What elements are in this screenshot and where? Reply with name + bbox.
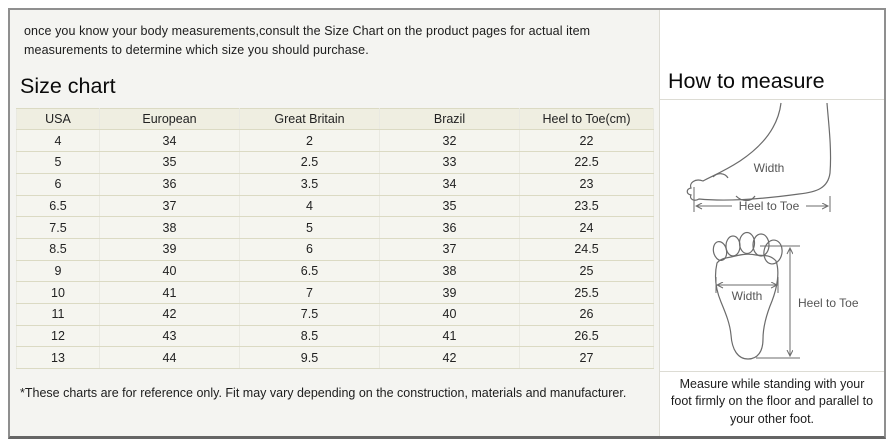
how-to-measure-header: How to measure — [660, 10, 884, 100]
table-cell: 10 — [16, 281, 100, 304]
foot-top-view-icon — [712, 231, 800, 360]
table-cell: 36 — [379, 216, 520, 239]
table-cell: 38 — [379, 259, 520, 283]
table-row: 12 43 8.5 41 26.5 — [16, 324, 654, 348]
table-cell: 9.5 — [239, 346, 380, 369]
table-row: 9 40 6.5 38 25 — [16, 259, 654, 283]
table-cell: 27 — [519, 346, 654, 369]
table-cell: 24.5 — [519, 237, 654, 261]
table-row: 8.5 39 6 37 24.5 — [16, 237, 654, 261]
table-cell: 34 — [99, 129, 240, 153]
side-width-label: Width — [754, 161, 785, 175]
table-cell: 6 — [239, 237, 380, 261]
table-cell: 23.5 — [519, 194, 654, 218]
table-cell: 7.5 — [239, 302, 380, 326]
table-cell: 35 — [99, 151, 240, 174]
size-guide-panel: once you know your body measurements,con… — [8, 8, 886, 439]
table-header-cell: USA — [16, 107, 100, 131]
table-cell: 2 — [239, 129, 380, 153]
size-table-body: 4 34 2 32 22 5 35 2.5 33 22.5 6 36 3.5 34 23 6.5 37 4 35 23… — [16, 129, 654, 369]
table-cell: 5 — [239, 216, 380, 239]
table-row: 13 44 9.5 42 27 — [16, 346, 654, 369]
table-cell: 41 — [99, 281, 240, 304]
table-cell: 32 — [379, 129, 520, 153]
table-cell: 5 — [16, 151, 100, 174]
table-cell: 7.5 — [16, 216, 100, 239]
size-chart-section: once you know your body measurements,con… — [10, 10, 660, 436]
table-cell: 41 — [379, 324, 520, 348]
table-cell: 36 — [99, 172, 240, 196]
table-cell: 35 — [379, 194, 520, 218]
table-cell: 4 — [16, 129, 100, 153]
measurement-instructions: Measure while standing with your foot fi… — [670, 376, 874, 426]
table-cell: 11 — [16, 302, 100, 326]
table-header-cell: European — [99, 107, 240, 131]
table-cell: 37 — [379, 237, 520, 261]
intro-text: once you know your body measurements,con… — [24, 24, 591, 58]
table-cell: 8.5 — [16, 237, 100, 261]
table-cell: 44 — [99, 346, 240, 369]
table-cell: 33 — [379, 151, 520, 174]
table-cell: 26 — [519, 302, 654, 326]
table-cell: 42 — [99, 302, 240, 326]
measurement-diagrams: Width Heel to Toe — [660, 100, 884, 372]
reference-footnote: *These charts are for reference only. Fi… — [20, 386, 627, 400]
table-cell: 24 — [519, 216, 654, 239]
table-cell: 13 — [16, 346, 100, 369]
table-cell: 39 — [379, 281, 520, 304]
table-cell: 6.5 — [16, 194, 100, 218]
size-chart-title: Size chart — [20, 73, 116, 98]
table-cell: 6.5 — [239, 259, 380, 283]
table-row: 7.5 38 5 36 24 — [16, 216, 654, 239]
table-cell: 8.5 — [239, 324, 380, 348]
table-row: 6 36 3.5 34 23 — [16, 172, 654, 196]
table-row: 6.5 37 4 35 23.5 — [16, 194, 654, 218]
table-cell: 4 — [239, 194, 380, 218]
table-cell: 42 — [379, 346, 520, 369]
table-cell: 25.5 — [519, 281, 654, 304]
side-heel-to-toe-label: Heel to Toe — [739, 199, 800, 213]
table-cell: 22.5 — [519, 151, 654, 174]
table-cell: 34 — [379, 172, 520, 196]
top-width-label: Width — [732, 289, 763, 303]
table-header-row: USA European Great Britain Brazil Heel to To… — [16, 107, 654, 131]
table-header-cell: Brazil — [379, 107, 520, 131]
table-header-cell: Great Britain — [239, 107, 380, 131]
table-cell: 26.5 — [519, 324, 654, 348]
table-cell: 22 — [519, 129, 654, 153]
table-cell: 12 — [16, 324, 100, 348]
table-row: 10 41 7 39 25.5 — [16, 281, 654, 304]
table-row: 11 42 7.5 40 26 — [16, 302, 654, 326]
table-cell: 2.5 — [239, 151, 380, 174]
table-cell: 3.5 — [239, 172, 380, 196]
size-conversion-table: USA European Great Britain Brazil Heel to To… — [16, 107, 654, 369]
table-cell: 6 — [16, 172, 100, 196]
table-cell: 40 — [379, 302, 520, 326]
table-cell: 39 — [99, 237, 240, 261]
table-cell: 40 — [99, 259, 240, 283]
table-cell: 23 — [519, 172, 654, 196]
foot-measurement-illustration: Width Heel to Toe — [686, 102, 859, 360]
table-header-cell: Heel to Toe(cm) — [519, 107, 654, 131]
table-cell: 38 — [99, 216, 240, 239]
foot-side-view-icon — [686, 102, 832, 212]
table-cell: 9 — [16, 259, 100, 283]
table-row: 4 34 2 32 22 — [16, 129, 654, 153]
how-to-measure-title: How to measure — [668, 69, 825, 93]
table-cell: 43 — [99, 324, 240, 348]
table-row: 5 35 2.5 33 22.5 — [16, 151, 654, 174]
table-cell: 7 — [239, 281, 380, 304]
table-cell: 37 — [99, 194, 240, 218]
top-heel-to-toe-label: Heel to Toe — [798, 296, 859, 310]
table-cell: 25 — [519, 259, 654, 283]
how-to-measure-section: How to measure — [660, 10, 884, 436]
